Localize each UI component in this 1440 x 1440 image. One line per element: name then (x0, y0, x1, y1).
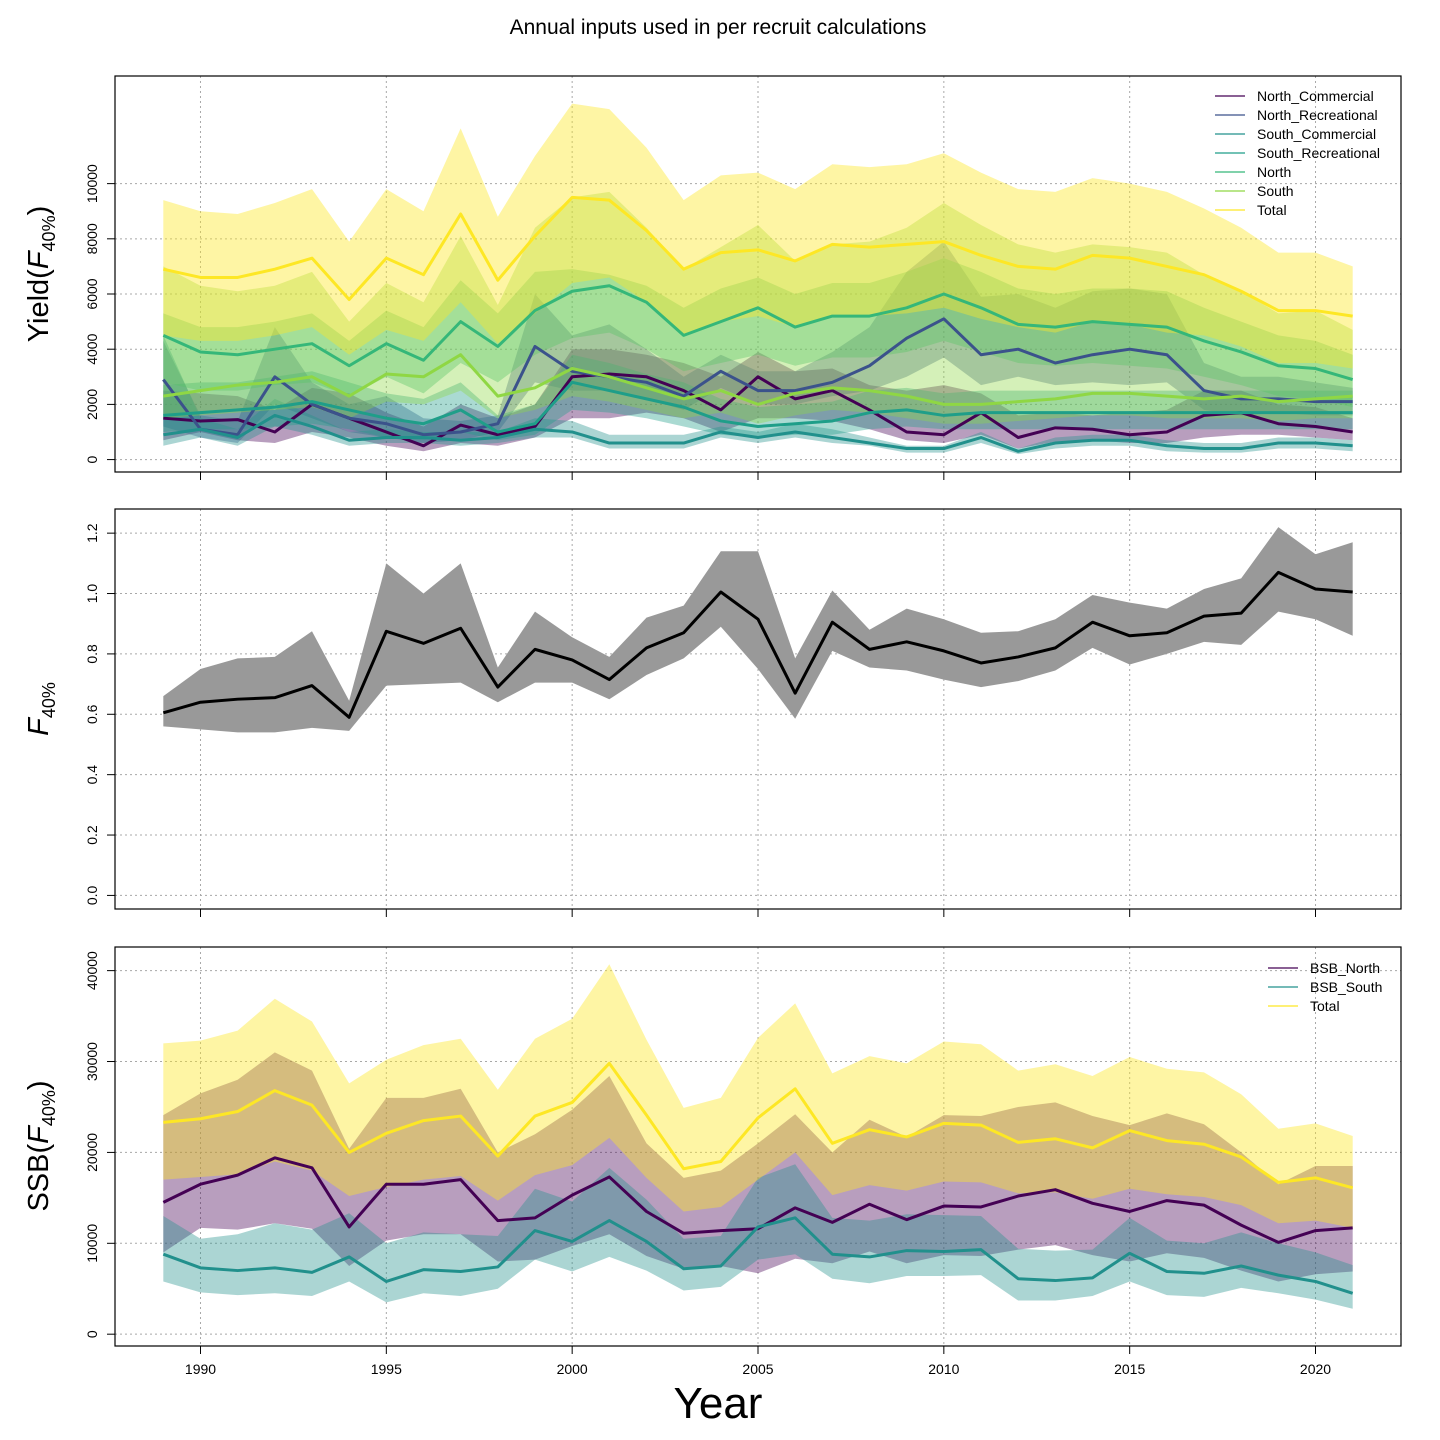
ci-band-North_Recreational (163, 241, 1353, 444)
series-line-f40 (162, 570, 1353, 719)
x-tick-label: 2000 (557, 1361, 588, 1377)
y-tick-label: 0 (84, 455, 100, 463)
y-tick-label: 2000 (84, 389, 100, 420)
y-tick-label: 0.2 (84, 825, 100, 845)
panel-top: 0 2000 4000 6000 8000 10000 Yield(F40%) North_C… (23, 75, 1402, 480)
ci-band-North (163, 258, 1353, 408)
y-tick-label: 40000 (84, 951, 100, 990)
ci-band-Total (163, 103, 1353, 369)
x-axis-label: Year (674, 1379, 763, 1428)
y-tick-label: 10000 (84, 1224, 100, 1263)
legend-label: North_Commercial (1257, 88, 1374, 104)
y-tick-label: 6000 (84, 278, 100, 309)
y-axis-label: SSB(F40%) (23, 1080, 59, 1211)
y-tick-label: 20000 (84, 1133, 100, 1172)
series-line-South_Commercial (163, 413, 1353, 453)
panel-middle: 0.0 0.2 0.4 0.6 0.8 1.0 1.2 F40% (23, 508, 1402, 917)
x-tick-label: 2010 (928, 1361, 959, 1377)
ci-band-South_Recreational (163, 354, 1353, 441)
series-line-North_Commercial (163, 372, 1353, 448)
y-tick-label: 0.8 (84, 644, 100, 664)
legend-label: Total (1310, 998, 1340, 1014)
legend-label: North_Recreational (1257, 107, 1378, 123)
ci-band-BSB_North (163, 1052, 1353, 1282)
ci-band-Total (163, 964, 1353, 1228)
y-tick-label: 30000 (84, 1042, 100, 1081)
y-tick-label: 0.4 (84, 765, 100, 785)
legend-label: BSB_North (1310, 960, 1380, 976)
legend-label: South (1257, 183, 1294, 199)
y-tick-label: 8000 (84, 223, 100, 254)
panel-bottom: 1990 1995 2000 2005 2010 2015 2020 0 10000 20000 3… (23, 946, 1402, 1377)
legend-label: Total (1257, 202, 1287, 218)
x-tick-label: 1995 (371, 1361, 402, 1377)
x-tick-label: 2015 (1114, 1361, 1145, 1377)
series-line-South (163, 353, 1353, 406)
series-line-North (162, 284, 1354, 381)
x-tick-label: 2005 (742, 1361, 773, 1377)
ci-band-f40 (163, 527, 1353, 733)
legend-label: South_Commercial (1257, 126, 1376, 142)
legend-label: BSB_South (1310, 979, 1382, 995)
legend: BSB_North BSB_South Total (1268, 960, 1382, 1014)
series-line-Total (163, 1061, 1354, 1190)
legend: North_Commercial North_Recreational South_… (1215, 88, 1380, 218)
series-line-BSB_South (162, 1216, 1354, 1295)
x-tick-label: 1990 (185, 1361, 216, 1377)
y-tick-label: 1.0 (84, 584, 100, 604)
series-line-South_Recreational (163, 380, 1353, 434)
y-tick-label: 0 (84, 1330, 100, 1338)
x-tick-label: 2020 (1300, 1361, 1331, 1377)
y-tick-label: 1.2 (84, 523, 100, 543)
y-tick-label: 0.6 (84, 704, 100, 724)
legend-label: South_Recreational (1257, 145, 1380, 161)
legend-label: North (1257, 164, 1291, 180)
y-tick-label: 10000 (84, 164, 100, 203)
series-line-North_Recreational (162, 317, 1353, 437)
y-tick-label: 0.0 (84, 885, 100, 905)
y-axis-label: Yield(F40%) (23, 206, 59, 343)
figure-title: Annual inputs used in per recruit calcul… (510, 16, 927, 39)
y-axis-label: F40% (23, 682, 59, 736)
series-line-Total (162, 195, 1353, 318)
y-tick-label: 4000 (84, 333, 100, 364)
